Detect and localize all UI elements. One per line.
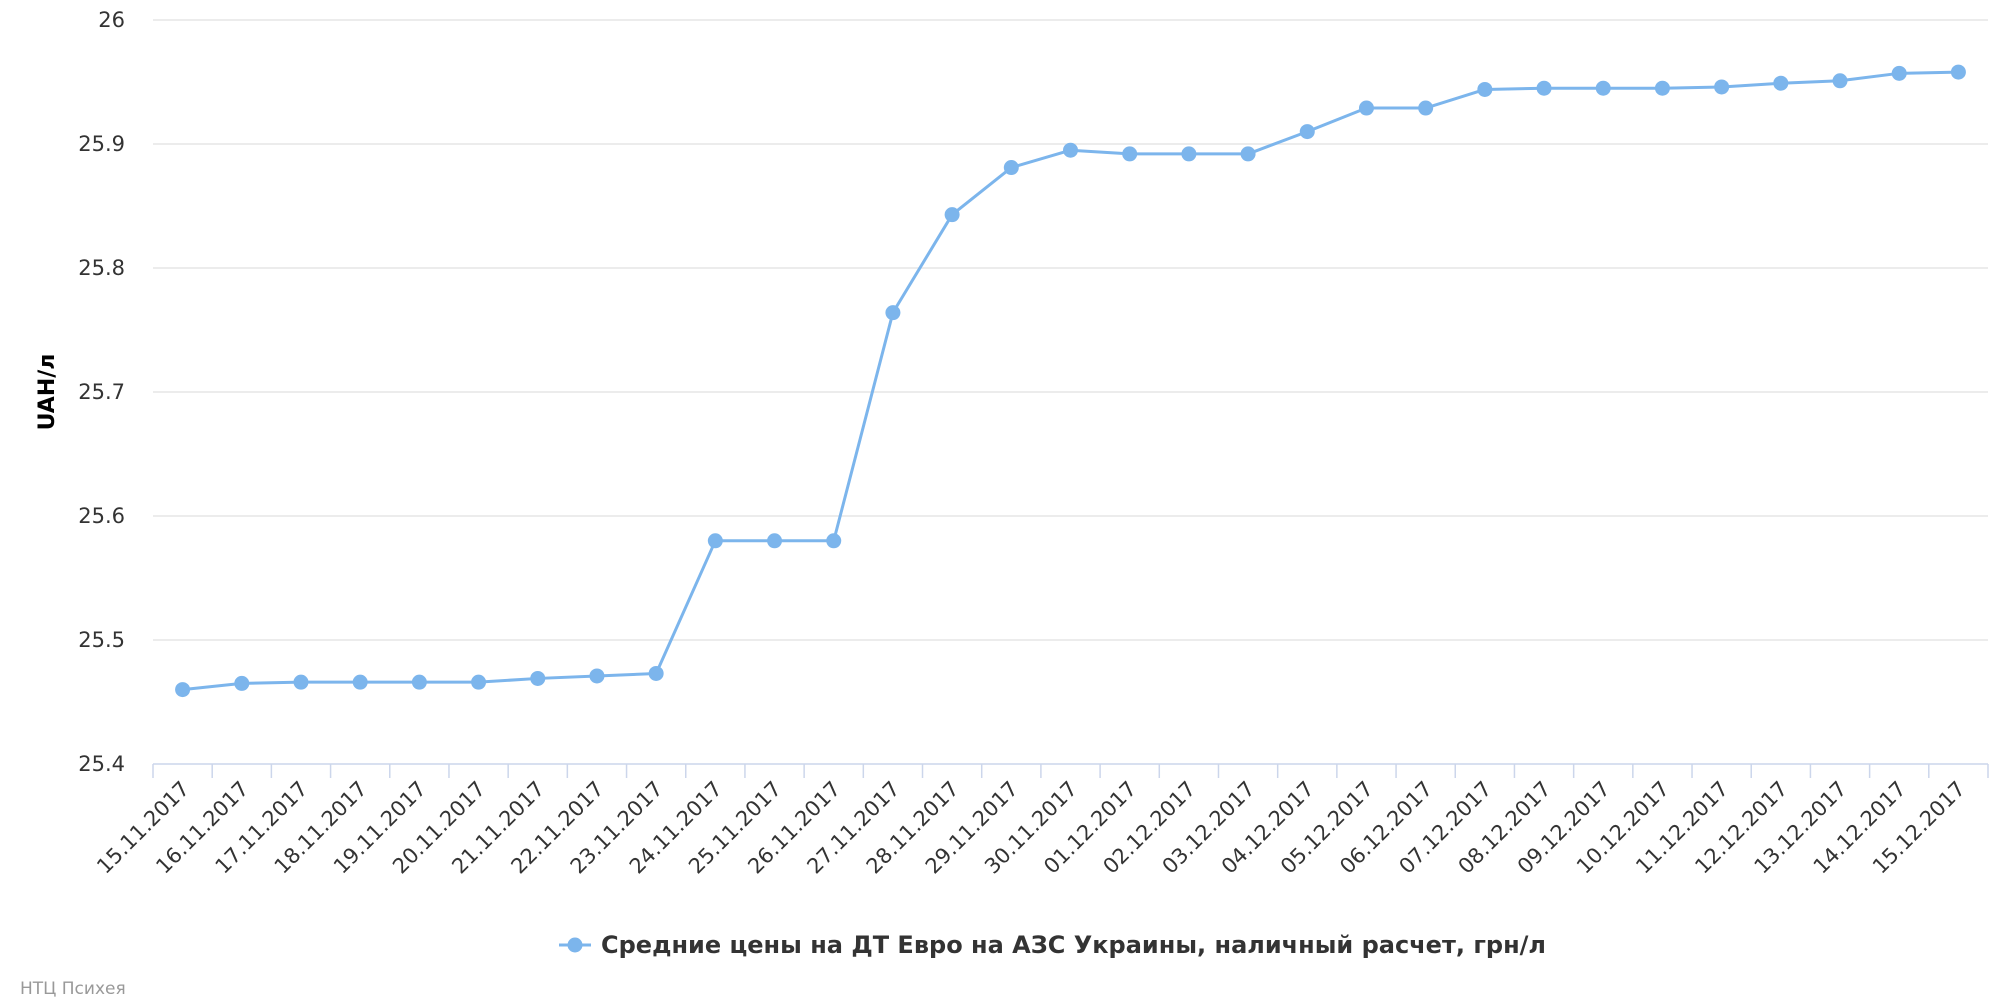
- y-tick-label: 25.7: [78, 380, 125, 404]
- data-point[interactable]: [1358, 100, 1374, 116]
- data-point[interactable]: [1773, 75, 1789, 91]
- data-point[interactable]: [1063, 142, 1078, 158]
- legend-label: Средние цены на ДТ Евро на АЗС Украины, …: [601, 931, 1546, 959]
- gridlines: [153, 19, 1988, 641]
- data-point[interactable]: [1595, 80, 1611, 96]
- data-point[interactable]: [707, 533, 723, 549]
- y-axis-title: UAH/л: [35, 354, 60, 431]
- data-point[interactable]: [1891, 65, 1907, 81]
- data-point[interactable]: [1299, 124, 1315, 140]
- data-point[interactable]: [826, 533, 842, 549]
- data-point[interactable]: [1477, 81, 1493, 97]
- axes: 25.425.525.625.725.825.92615.11.201716.1…: [78, 8, 1989, 879]
- y-tick-label: 25.8: [78, 256, 125, 280]
- data-point[interactable]: [530, 670, 546, 686]
- y-tick-label: 25.6: [78, 504, 125, 528]
- data-point[interactable]: [1418, 100, 1434, 116]
- data-point[interactable]: [1181, 146, 1197, 162]
- data-point[interactable]: [1654, 80, 1670, 96]
- series-line: [181, 70, 1960, 692]
- data-point[interactable]: [767, 533, 783, 549]
- data-point[interactable]: [1832, 73, 1848, 89]
- y-tick-label: 25.9: [78, 132, 125, 156]
- data-point[interactable]: [1714, 79, 1730, 95]
- y-tick-label: 25.5: [78, 628, 125, 652]
- data-point[interactable]: [352, 674, 368, 690]
- data-point[interactable]: [1122, 146, 1138, 162]
- data-point[interactable]: [234, 675, 250, 691]
- data-point[interactable]: [648, 665, 664, 681]
- data-point[interactable]: [944, 207, 960, 223]
- data-point[interactable]: [885, 305, 901, 321]
- data-point[interactable]: [175, 682, 191, 698]
- data-point[interactable]: [1950, 64, 1966, 80]
- data-point[interactable]: [1536, 80, 1552, 96]
- data-point[interactable]: [1240, 146, 1256, 162]
- y-tick-label: 25.4: [78, 752, 125, 776]
- data-point[interactable]: [589, 668, 605, 684]
- data-point[interactable]: [1003, 160, 1019, 176]
- y-tick-label: 26: [98, 8, 125, 32]
- data-point[interactable]: [471, 674, 487, 690]
- legend[interactable]: Средние цены на ДТ Евро на АЗС Украины, …: [559, 931, 1546, 959]
- credit-label[interactable]: НТЦ Психея: [20, 979, 126, 999]
- data-point[interactable]: [411, 674, 427, 690]
- data-point[interactable]: [293, 674, 309, 690]
- series-group: [175, 64, 1966, 698]
- legend-marker: [567, 937, 583, 953]
